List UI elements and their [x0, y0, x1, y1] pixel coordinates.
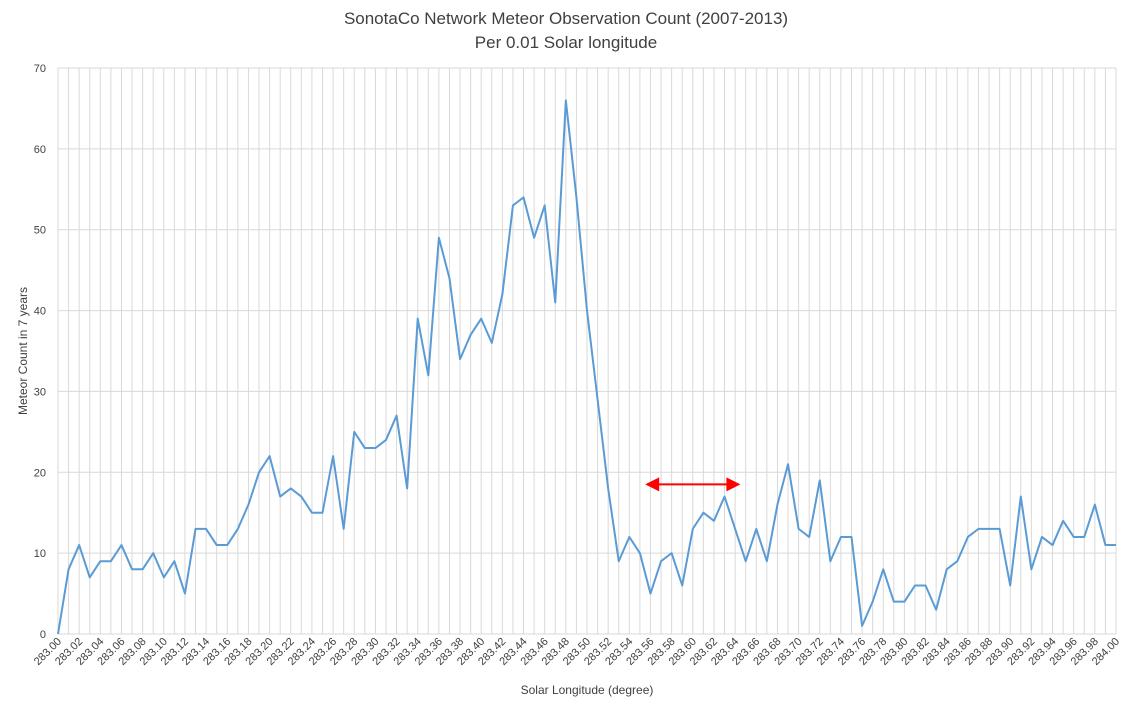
chart-subtitle: Per 0.01 Solar longitude	[475, 33, 657, 52]
y-axis-ticks: 0 10 20 30 40 50 60 70	[34, 63, 46, 641]
y-tick-label: 50	[34, 225, 46, 237]
y-axis-label: Meteor Count in 7 years	[16, 287, 30, 415]
y-tick-label: 30	[34, 386, 46, 398]
x-axis-ticks: 283.00283.02283.04283.06283.08283.10283.…	[32, 636, 1122, 668]
annotation-layer	[645, 477, 741, 492]
y-tick-label: 70	[34, 63, 46, 75]
series-layer	[57, 99, 1116, 635]
y-tick-label: 0	[40, 629, 46, 641]
x-axis-label: Solar Longitude (degree)	[521, 683, 654, 697]
grid-lines	[57, 67, 1117, 635]
y-tick-label: 20	[34, 467, 46, 479]
arrow-head-left	[645, 477, 660, 492]
y-tick-label: 10	[34, 548, 46, 560]
series-line	[57, 99, 1116, 635]
y-tick-label: 60	[34, 144, 46, 156]
chart-title: SonotaCo Network Meteor Observation Coun…	[344, 9, 788, 28]
range-double-arrow	[645, 477, 741, 492]
arrow-head-right	[726, 477, 741, 492]
y-tick-label: 40	[34, 306, 46, 318]
